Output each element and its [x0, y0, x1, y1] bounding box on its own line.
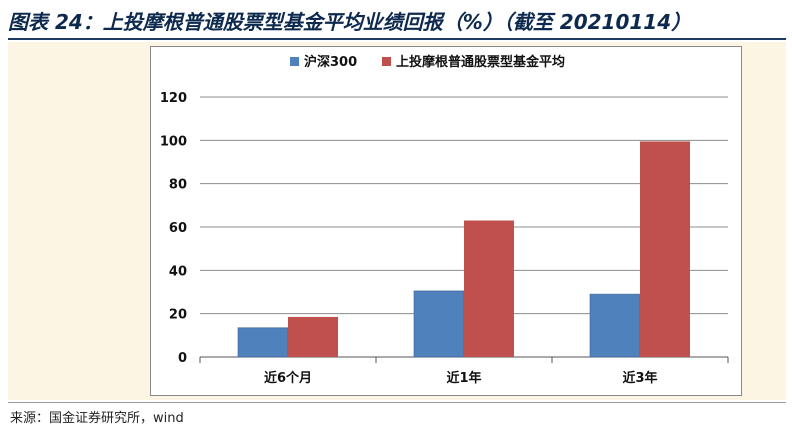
legend-swatch	[290, 57, 299, 66]
bars	[237, 141, 690, 358]
y-tick-label: 100	[160, 134, 187, 149]
footer: 来源：国金证券研究所，wind	[8, 402, 786, 429]
x-tick-labels: 近6个月 近1年 近3年	[264, 370, 658, 386]
bar-fund-average-0	[288, 316, 338, 357]
x-tick-label: 近6个月	[264, 370, 312, 386]
bar-hs300-1	[413, 290, 465, 358]
x-tick-label: 近3年	[622, 370, 657, 386]
y-tick-label: 60	[169, 221, 187, 236]
legend-label: 上投摩根普通股票型基金平均	[396, 54, 565, 70]
bar-hs300-2	[589, 293, 641, 358]
y-tick-label: 0	[178, 351, 187, 366]
legend-swatch	[382, 57, 391, 66]
bar-hs300-0	[237, 327, 289, 358]
figure-title: 图表 24：上投摩根普通股票型基金平均业绩回报（%）（截至 20210114）	[8, 10, 692, 34]
legend: 沪深300 上投摩根普通股票型基金平均	[290, 54, 565, 70]
legend-label: 沪深300	[304, 54, 357, 70]
y-tick-label: 80	[169, 178, 187, 193]
header: 图表 24：上投摩根普通股票型基金平均业绩回报（%）（截至 20210114）	[0, 0, 792, 42]
y-tick-label: 20	[169, 308, 187, 323]
bar-fund-average-2	[640, 141, 690, 357]
bar-fund-average-1	[464, 220, 514, 357]
source-note: 来源：国金证券研究所，wind	[10, 411, 184, 426]
title-underline	[8, 38, 786, 40]
y-tick-labels: 0 20 40 60 80 100 120	[160, 91, 187, 366]
y-tick-label: 120	[160, 91, 187, 106]
x-tick-label: 近1年	[446, 370, 481, 386]
y-tick-label: 40	[169, 264, 187, 279]
